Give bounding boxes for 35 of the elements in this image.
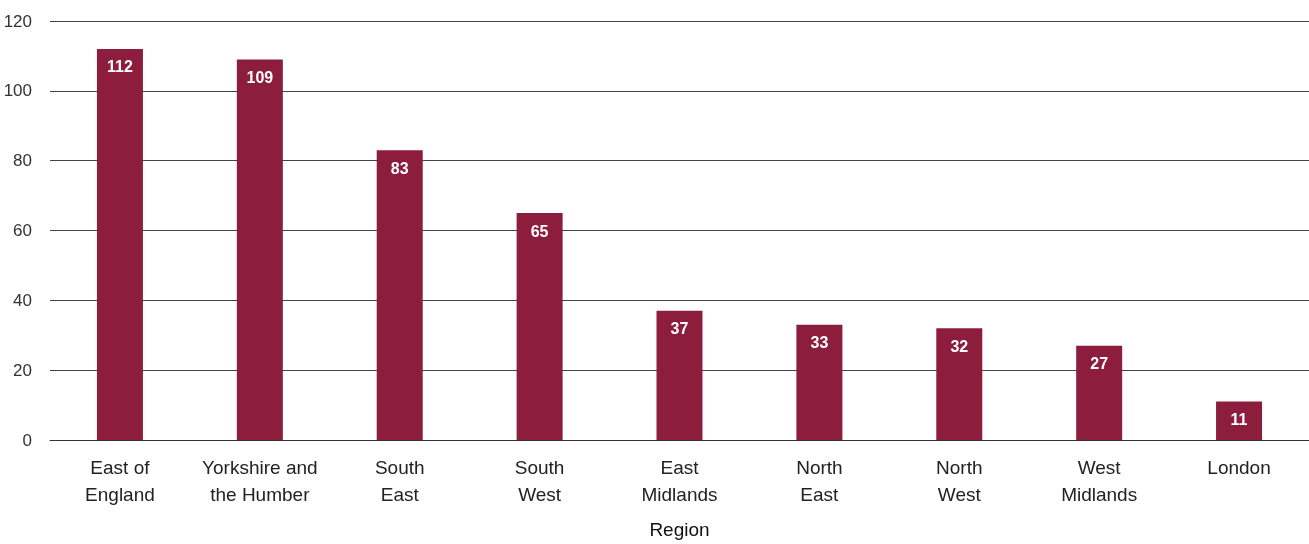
y-tick-label: 60 [13, 221, 32, 240]
bar [516, 213, 563, 440]
y-tick-label: 20 [13, 360, 32, 380]
y-tick-label: 120 [3, 11, 32, 31]
data-label: 37 [670, 320, 689, 338]
bar [656, 310, 703, 440]
x-tick-label: South East [374, 457, 425, 505]
x-tick-label: East of England [85, 457, 155, 505]
y-tick-label: 100 [3, 81, 32, 101]
x-tick-label: Yorkshire and the Humber [202, 457, 318, 505]
y-tick-label: 40 [13, 290, 32, 310]
y-tick-label: 80 [13, 151, 32, 171]
data-label: 65 [530, 222, 549, 240]
x-tick-label: North East [796, 457, 843, 505]
data-label: 32 [950, 337, 969, 355]
bar [1216, 401, 1263, 440]
bar [796, 324, 843, 440]
x-axis-title: Region [649, 519, 710, 540]
data-label: 33 [810, 334, 829, 352]
bar [936, 328, 983, 440]
x-tick-label: East Midlands [641, 457, 718, 505]
x-tick-label: North West [936, 457, 983, 505]
data-label: 112 [107, 58, 133, 76]
y-tick-label: 0 [22, 430, 32, 450]
x-tick-label: South West [514, 457, 565, 505]
bar [376, 150, 423, 440]
x-tick-label: London [1207, 457, 1271, 478]
bar [96, 48, 143, 440]
data-label: 11 [1230, 411, 1248, 429]
bar [1076, 345, 1123, 440]
data-label: 83 [390, 159, 409, 177]
x-tick-label: West Midlands [1061, 457, 1138, 505]
data-label: 109 [246, 68, 274, 86]
data-label: 27 [1090, 355, 1109, 373]
bar [236, 59, 283, 440]
